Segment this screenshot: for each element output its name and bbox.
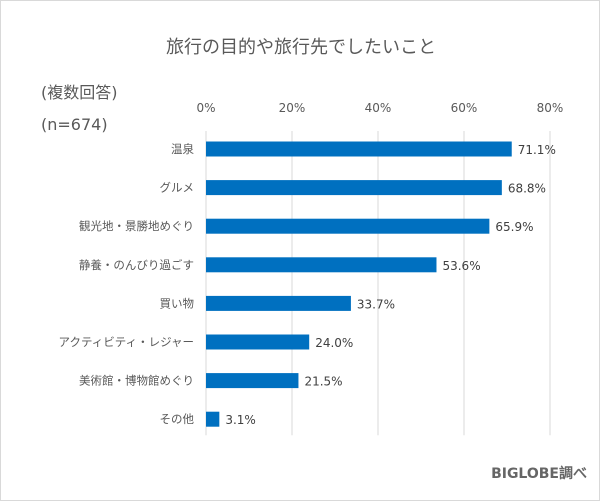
tick-label: 80% [537, 101, 564, 115]
category-label: 静養・のんびり過ごす [79, 258, 194, 272]
data-label: 24.0% [315, 336, 353, 350]
category-label: アクティビティ・レジャー [59, 335, 194, 349]
bar [206, 257, 437, 273]
bar [206, 141, 512, 157]
bar [206, 295, 351, 311]
category-label: 美術館・博物館めぐり [79, 374, 194, 388]
bar [206, 373, 299, 389]
bar [206, 411, 220, 427]
data-label: 68.8% [508, 182, 546, 196]
data-label: 71.1% [518, 143, 556, 157]
tick-label: 20% [279, 101, 306, 115]
data-label: 21.5% [304, 375, 342, 389]
tick-label: 60% [451, 101, 478, 115]
subtitle-multiple-answers: (複数回答) [41, 83, 118, 102]
category-label: その他 [160, 412, 195, 426]
source-label: BIGLOBE調べ [491, 466, 587, 482]
category-label: 買い物 [160, 296, 195, 310]
data-label: 3.1% [225, 413, 256, 427]
tick-label: 40% [365, 101, 392, 115]
category-label: グルメ [160, 181, 195, 195]
data-label: 33.7% [357, 297, 395, 311]
category-label: 温泉 [171, 142, 194, 156]
bar [206, 180, 502, 196]
tick-label: 0% [196, 101, 215, 115]
chart-title: 旅行の目的や旅行先でしたいこと [166, 37, 436, 58]
bar [206, 218, 490, 234]
data-label: 65.9% [495, 220, 533, 234]
bar [206, 334, 310, 350]
data-label: 53.6% [442, 259, 480, 273]
category-label: 観光地・景勝地めぐり [79, 219, 194, 233]
subtitle-sample-size: (n=674) [41, 115, 108, 134]
